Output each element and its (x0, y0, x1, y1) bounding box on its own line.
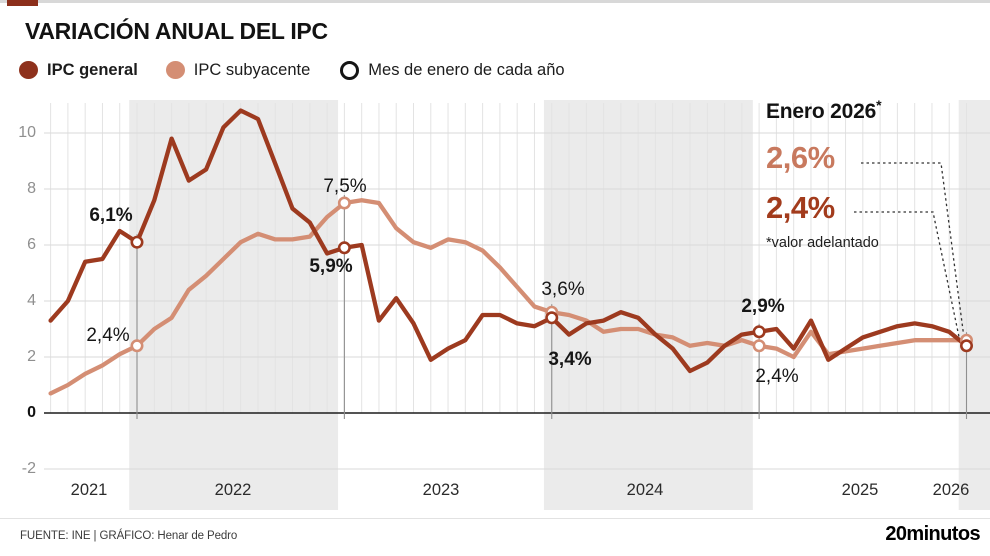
legend-item-ipc-general: IPC general (19, 61, 138, 80)
legend-label: IPC general (47, 60, 138, 79)
forecast-callout: Enero 2026* 2,6% 2,4% *valor adelantado (766, 97, 882, 251)
legend-label: IPC subyacente (193, 60, 311, 79)
source-credit: FUENTE: INE | GRÁFICO: Henar de Pedro (20, 530, 238, 542)
legend-label: Mes de enero de cada año (368, 60, 565, 79)
series-line-ipc-general (48, 108, 969, 374)
callout-value-general: 2,4% (766, 190, 835, 225)
january-marker (752, 325, 766, 339)
january-marker (337, 196, 351, 210)
year-band (543, 100, 753, 510)
callout-value-subyacente: 2,6% (766, 140, 835, 175)
january-ring-icon (340, 60, 360, 80)
callout-leader-line (854, 211, 962, 345)
year-band (129, 100, 339, 510)
year-band (958, 100, 990, 510)
callout-footnote: *valor adelantado (766, 235, 879, 251)
footer-divider (0, 518, 990, 519)
january-marker (752, 339, 766, 353)
january-marker (337, 241, 351, 255)
legend-item-ipc-subyacente: IPC subyacente (165, 60, 311, 80)
series-line-ipc-subyacente (48, 198, 969, 396)
chart-legend: IPC general IPC subyacente Mes de enero … (19, 59, 565, 81)
january-marker (545, 311, 559, 325)
asterisk-icon: * (876, 97, 882, 113)
brand-logo: 20minutos (885, 523, 980, 545)
january-marker (959, 339, 973, 353)
callout-leader-line (861, 162, 965, 335)
brand-accent-bar (7, 0, 38, 6)
ipc-subyacente-dot-icon (165, 61, 185, 79)
january-marker (130, 339, 144, 353)
callout-title: Enero 2026* (766, 97, 882, 123)
january-marker (130, 235, 144, 249)
ipc-general-dot-icon (19, 61, 38, 79)
top-divider (0, 0, 990, 3)
page-title: VARIACIÓN ANUAL DEL IPC (25, 18, 328, 44)
legend-item-january-marker: Mes de enero de cada año (340, 60, 565, 80)
